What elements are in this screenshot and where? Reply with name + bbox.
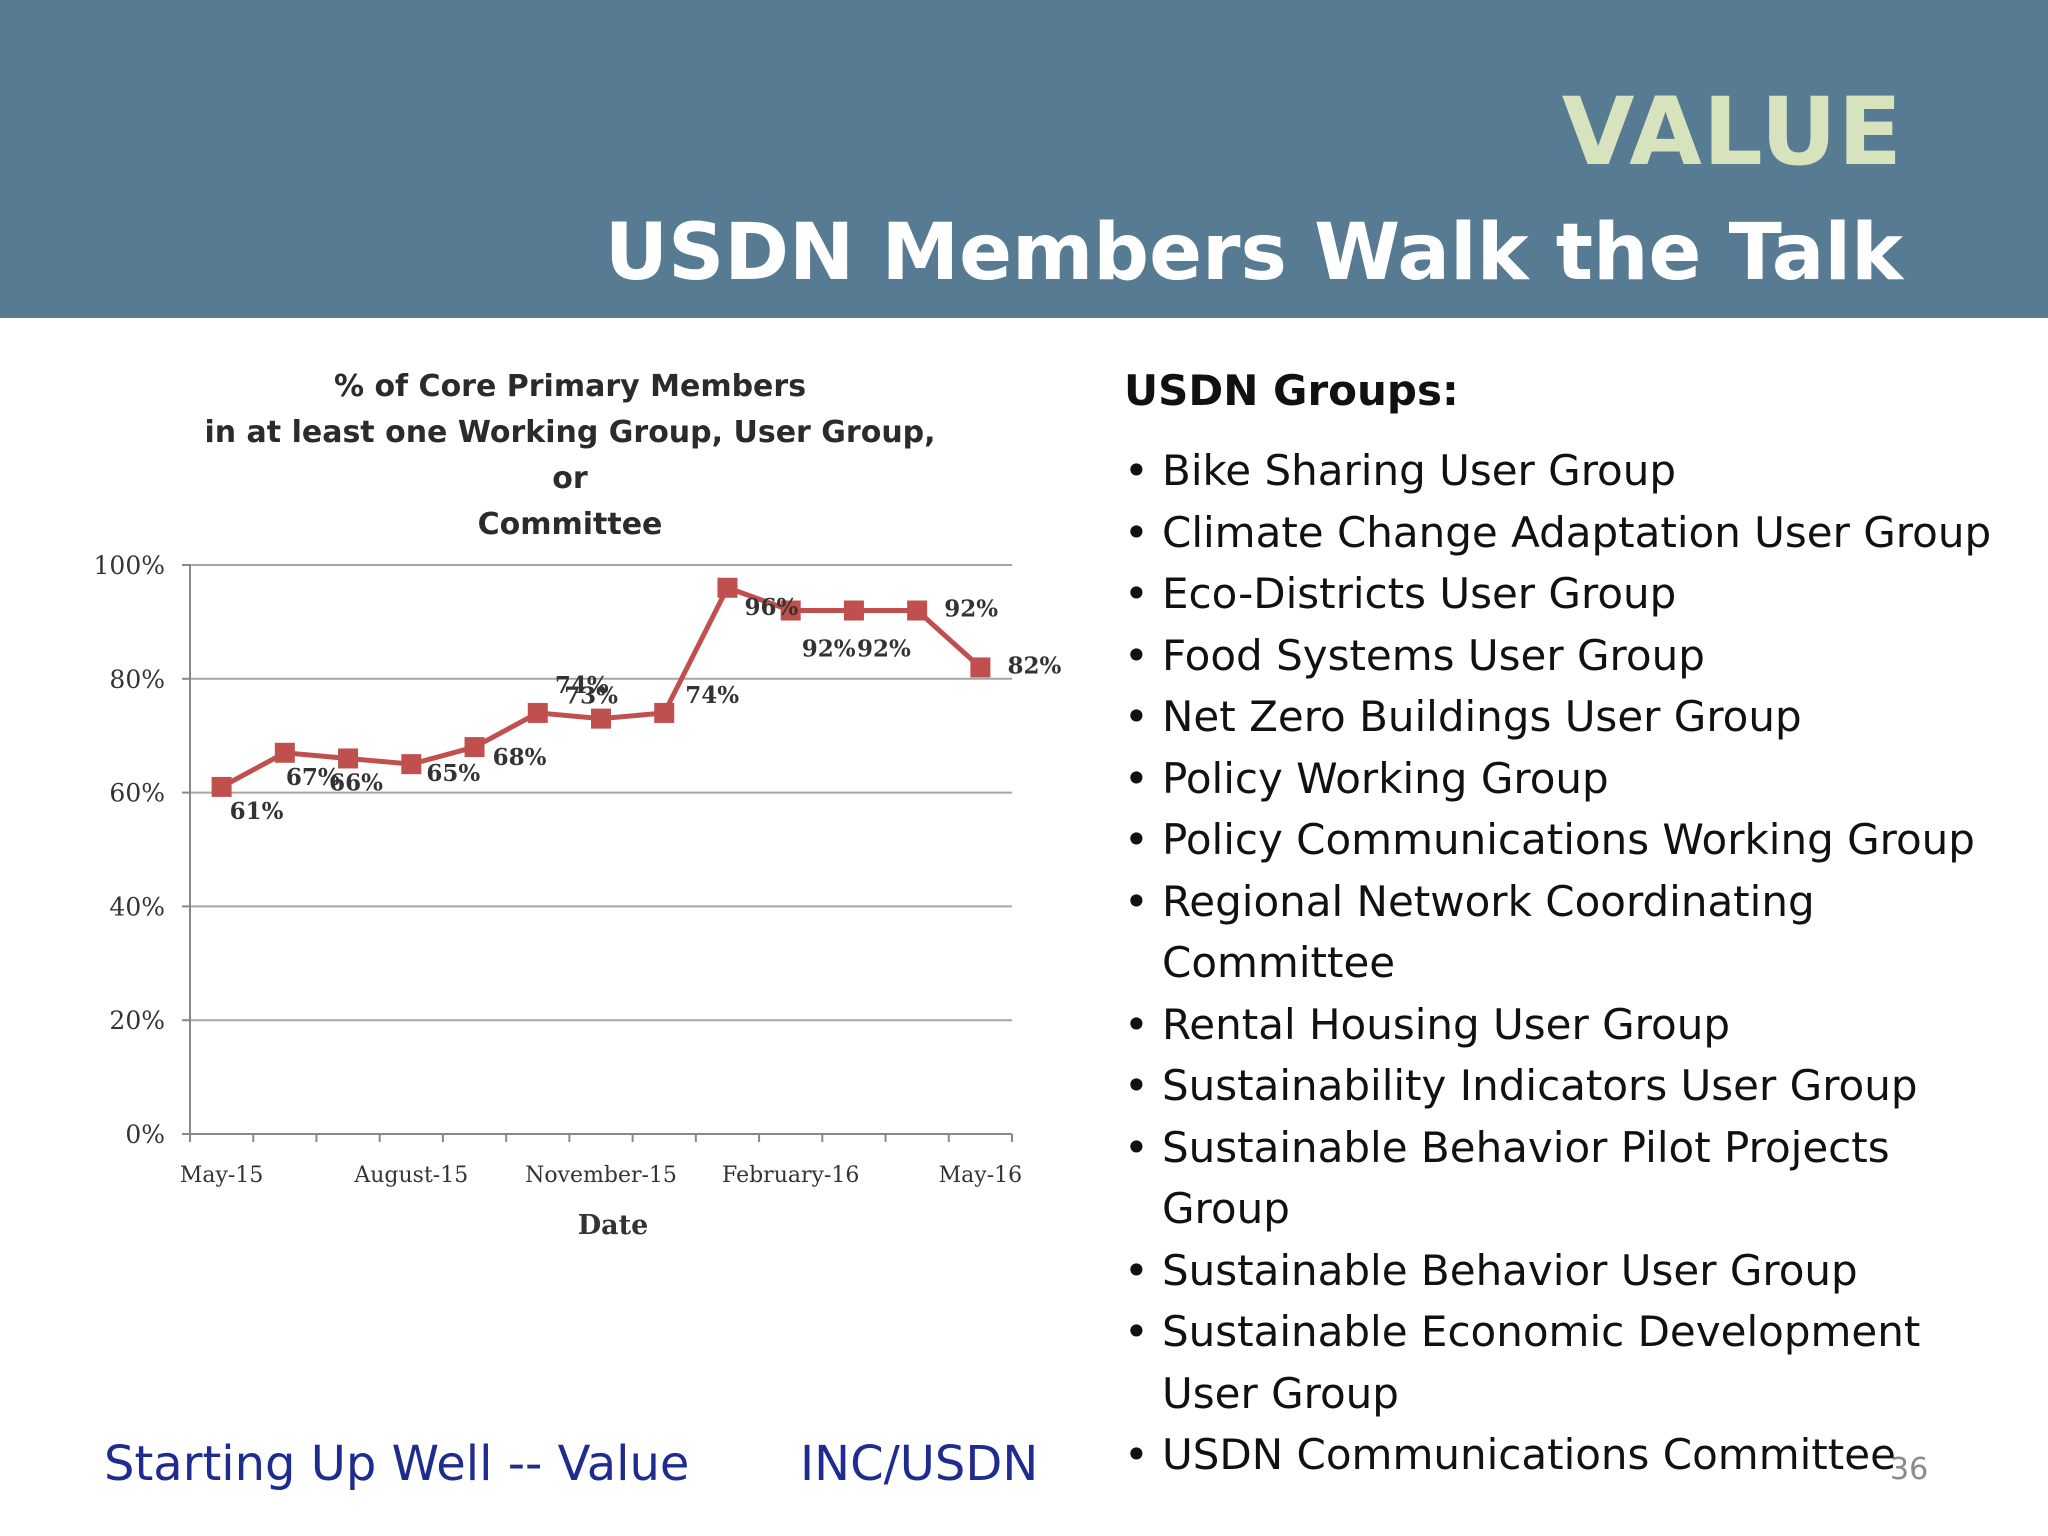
data-point-marker <box>843 600 864 621</box>
data-label: 96% <box>745 594 799 621</box>
x-tick-label: May-16 <box>939 1163 1023 1188</box>
data-point-marker <box>338 748 359 769</box>
group-list-item: • Sustainable Economic Development User G… <box>1124 1301 2024 1424</box>
data-label: 66% <box>329 769 383 796</box>
x-tick-label: May-15 <box>180 1163 264 1188</box>
data-label: 67% <box>286 764 340 791</box>
group-label: Sustainability Indicators User Group <box>1162 1061 1918 1110</box>
y-tick-label: 20% <box>109 1006 165 1035</box>
group-label: Policy Communications Working Group <box>1162 815 1975 864</box>
bullet-icon: • <box>1124 999 1149 1049</box>
data-point-marker <box>780 600 801 621</box>
group-list-item: • Sustainable Behavior Pilot Projects Gro… <box>1124 1117 2024 1240</box>
footer-left: Starting Up Well -- Value <box>104 1436 690 1492</box>
data-point-marker <box>907 600 928 621</box>
slide-header <box>0 0 2048 318</box>
data-point-marker <box>970 657 991 678</box>
data-point-marker <box>274 742 295 763</box>
group-label: USDN Communications Committee <box>1162 1430 1896 1479</box>
group-list-item: • Policy Communications Working Group <box>1124 809 2024 871</box>
chart-title-line: in at least one Working Group, User Grou… <box>204 415 936 496</box>
data-point-marker <box>211 776 232 797</box>
y-tick-label: 0% <box>125 1120 165 1149</box>
data-point-marker <box>591 708 611 729</box>
data-label: 92% <box>944 596 998 623</box>
data-label: 68% <box>493 744 547 771</box>
group-label: Sustainable Behavior User Group <box>1162 1245 1858 1295</box>
y-tick-label: 100% <box>94 551 165 580</box>
bullet-icon: • <box>1124 753 1149 803</box>
data-label: 92% <box>802 636 856 663</box>
bullet-icon: • <box>1124 1307 1149 1356</box>
group-label: Bike Sharing User Group <box>1162 446 1677 495</box>
footer-mid: INC/USDN <box>800 1436 1039 1492</box>
data-label: 61% <box>230 798 284 825</box>
data-label: 74% <box>555 672 609 699</box>
group-label: Rental Housing User Group <box>1162 999 1731 1049</box>
y-tick-label: 80% <box>109 665 165 694</box>
data-label: 92% <box>857 636 911 663</box>
bullet-icon: • <box>1124 1122 1149 1172</box>
x-tick-label: August-15 <box>353 1163 468 1188</box>
y-tick-label: 60% <box>109 779 165 808</box>
group-label: Sustainable Economic Development User Gr… <box>1162 1307 1921 1418</box>
bullet-icon: • <box>1124 630 1149 680</box>
group-list-item: • Food Systems User Group <box>1124 625 2024 687</box>
data-point-marker <box>401 754 422 775</box>
bullet-icon: • <box>1124 876 1149 926</box>
group-label: Net Zero Buildings User Group <box>1162 692 1802 741</box>
page-number: 36 <box>1890 1452 1929 1487</box>
x-tick-label: November-15 <box>525 1163 677 1188</box>
x-tick-label: February-16 <box>722 1163 859 1188</box>
x-axis-title: Date <box>578 1210 649 1241</box>
y-tick-label: 40% <box>109 892 165 921</box>
group-list-item: • Eco-Districts User Group <box>1124 563 2024 625</box>
groups-list: • Bike Sharing User Group • Climate Change … <box>1124 440 2024 1486</box>
data-point-marker <box>464 737 485 758</box>
bullet-icon: • <box>1124 569 1149 618</box>
group-label: Policy Working Group <box>1162 753 1609 803</box>
data-label: 74% <box>685 682 739 709</box>
group-label: Sustainable Behavior Pilot Projects Grou… <box>1162 1122 1890 1234</box>
chart-title: % of Core Primary Members in at least on… <box>190 364 950 548</box>
line-chart: 0% 20% 40% 60% 80% 100% May-15 August-15 Novembe… <box>94 551 1062 1241</box>
bullet-icon: • <box>1124 815 1149 864</box>
slide-title: VALUE <box>1561 78 1903 187</box>
groups-heading: USDN Groups: <box>1124 366 1459 415</box>
group-list-item: • Rental Housing User Group <box>1124 994 2024 1056</box>
data-point-marker <box>527 702 548 723</box>
data-label: 82% <box>1007 652 1061 679</box>
bullet-icon: • <box>1124 507 1149 557</box>
group-list-item: • Climate Change Adaptation User Group <box>1124 502 2024 564</box>
bullet-icon: • <box>1124 1245 1149 1295</box>
bullet-icon: • <box>1124 1430 1149 1479</box>
chart-title-line: % of Core Primary Members <box>333 369 807 404</box>
group-label: Food Systems User Group <box>1162 630 1705 680</box>
data-point-marker <box>654 702 675 723</box>
group-list-item: • USDN Communications Committee <box>1124 1424 2024 1486</box>
group-list-item: • Policy Working Group <box>1124 748 2024 810</box>
group-list-item: • Sustainability Indicators User Group <box>1124 1055 2024 1117</box>
bullet-icon: • <box>1124 692 1149 741</box>
data-label: 73% <box>564 683 618 710</box>
slide-subtitle: USDN Members Walk the Talk <box>604 208 1903 298</box>
group-list-item: • Bike Sharing User Group <box>1124 440 2024 502</box>
group-list-item: • Sustainable Behavior User Group <box>1124 1240 2024 1302</box>
group-label: Regional Network Coordinating Committee <box>1162 876 1815 988</box>
group-list-item: • Regional Network Coordinating Committee <box>1124 871 2024 994</box>
group-list-item: • Net Zero Buildings User Group <box>1124 686 2024 748</box>
data-label: 65% <box>426 760 480 787</box>
group-label: Eco-Districts User Group <box>1162 569 1677 618</box>
group-label: Climate Change Adaptation User Group <box>1162 507 1992 557</box>
data-point-marker <box>717 577 738 598</box>
bullet-icon: • <box>1124 446 1149 495</box>
bullet-icon: • <box>1124 1061 1149 1110</box>
chart-title-line: Committee <box>477 507 663 542</box>
